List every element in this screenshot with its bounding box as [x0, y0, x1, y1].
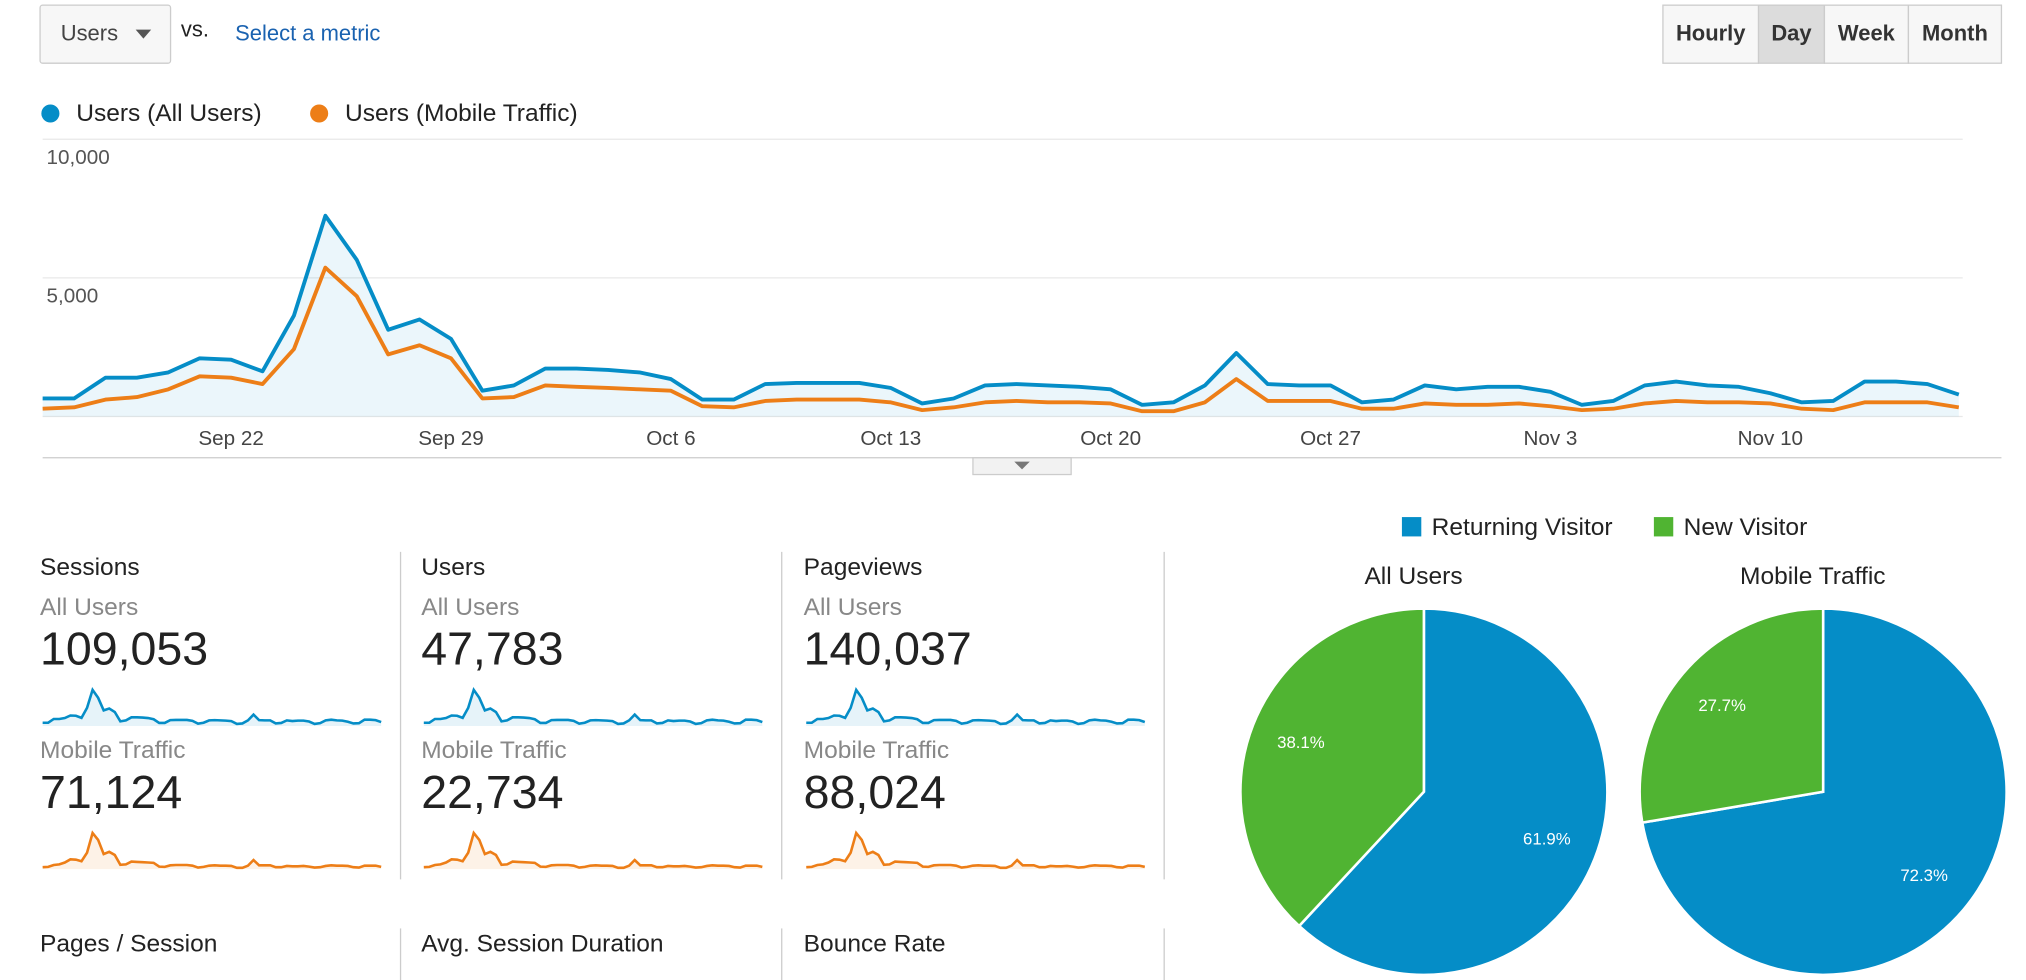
legend-marker [1653, 517, 1674, 537]
pie-title: All Users [1364, 563, 1462, 590]
metric-dropdown-label[interactable]: Users [61, 21, 118, 46]
scorecard-value: 88,024 [804, 766, 946, 818]
pie-slice [1297, 607, 1609, 977]
scorecard-title: Pages / Session [40, 931, 217, 958]
pie-slice [1239, 607, 1426, 928]
sparkline-area [42, 833, 382, 870]
pie-slice [1638, 607, 1825, 825]
scorecard-value: 47,783 [421, 623, 563, 675]
legend-marker [1401, 517, 1422, 537]
pie-title: Mobile Traffic [1740, 563, 1885, 590]
sparkline [42, 830, 382, 870]
scorecard-value: 140,037 [804, 623, 972, 675]
x-tick-label: Sep 22 [198, 427, 263, 450]
scorecard-title: Pageviews [804, 554, 923, 581]
interval-button-label[interactable]: Day [1771, 21, 1812, 46]
dropdown-caret [135, 29, 152, 39]
pie-value-label: 61.9% [1523, 829, 1571, 848]
x-tick-label: Nov 10 [1738, 427, 1803, 450]
interval-button[interactable] [1823, 4, 1910, 64]
scorecard-title: Bounce Rate [804, 931, 946, 958]
x-tick-label: Nov 3 [1523, 427, 1577, 450]
pie-value-label: 38.1% [1277, 733, 1325, 752]
sparkline [42, 686, 382, 726]
sparkline [423, 686, 763, 726]
scorecard-value: 109,053 [40, 623, 208, 675]
interval-button[interactable] [1907, 4, 2003, 64]
x-tick-label: Oct 6 [646, 427, 695, 450]
sparkline-area [806, 833, 1145, 870]
scorecard-value: 71,124 [40, 766, 182, 818]
sparkline [423, 830, 763, 870]
segment-label: All Users [421, 594, 519, 621]
legend-marker [310, 104, 329, 123]
scorecard-title: Avg. Session Duration [421, 931, 663, 958]
vs-label: vs. [181, 17, 209, 42]
pie-value-label: 27.7% [1698, 696, 1746, 715]
segment-label: All Users [804, 594, 902, 621]
interval-button-label[interactable]: Hourly [1676, 21, 1746, 46]
interval-button-label[interactable]: Week [1838, 21, 1896, 46]
segment-label: Mobile Traffic [421, 737, 566, 764]
series-line [42, 265, 1960, 414]
legend-label: Users (All Users) [76, 100, 261, 127]
chart-collapse-caret [1014, 461, 1030, 470]
segment-label: Mobile Traffic [804, 737, 949, 764]
scorecard-value: 22,734 [421, 766, 563, 818]
scorecard-title: Sessions [40, 554, 140, 581]
y-tick-label: 10,000 [47, 146, 110, 169]
legend-label: Users (Mobile Traffic) [345, 100, 578, 127]
legend-marker [41, 104, 60, 123]
series-line [42, 213, 1960, 407]
x-tick-label: Oct 27 [1300, 427, 1361, 450]
interval-button[interactable] [1662, 4, 1760, 64]
sparkline [806, 830, 1146, 870]
compare-metric-link[interactable]: Select a metric [235, 21, 380, 46]
interval-button-label[interactable]: Month [1922, 21, 1988, 46]
sparkline [806, 686, 1146, 726]
legend-label: New Visitor [1684, 514, 1808, 541]
x-tick-label: Oct 13 [860, 427, 921, 450]
x-tick-label: Sep 29 [418, 427, 483, 450]
legend-label: Returning Visitor [1432, 514, 1613, 541]
scorecard-title: Users [421, 554, 485, 581]
series-area [42, 215, 1959, 417]
segment-label: Mobile Traffic [40, 737, 185, 764]
sparkline-area [423, 833, 763, 870]
y-tick-label: 5,000 [47, 285, 99, 308]
pie-value-label: 72.3% [1900, 866, 1948, 885]
x-tick-label: Oct 20 [1080, 427, 1141, 450]
metric-dropdown[interactable] [39, 4, 172, 64]
interval-button[interactable] [1757, 4, 1826, 64]
segment-label: All Users [40, 594, 138, 621]
